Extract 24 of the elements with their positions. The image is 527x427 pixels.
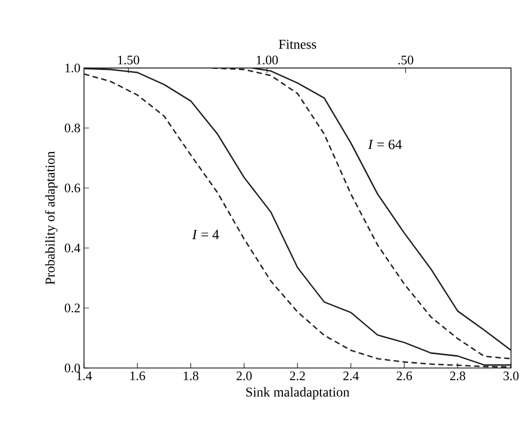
x-tick-label: 1.6: [130, 372, 146, 380]
annotation: I = 64: [368, 140, 402, 150]
x-tick-label: 1.8: [184, 372, 198, 380]
y-tick-label: 0.8: [64, 124, 80, 132]
x-tick-label: 2.4: [343, 372, 359, 380]
x-tick-label: 2.6: [396, 372, 412, 380]
y-tick-label: 0.6: [64, 184, 80, 192]
y-tick-label: 1.0: [65, 64, 80, 72]
x-tick-label: 2.8: [450, 372, 466, 380]
y-tick-label: 0.4: [64, 244, 80, 252]
annotation: I = 4: [192, 230, 219, 240]
x2-axis-title: Fitness: [278, 40, 316, 49]
x2-tick-label: 1.00: [256, 56, 278, 64]
x-tick-label: 1.4: [77, 372, 92, 380]
x-tick-label: 2.2: [290, 372, 305, 380]
x2-tick-label: .50: [398, 56, 414, 64]
y-tick-label: 0.2: [64, 304, 80, 312]
y-tick-label: 0.0: [64, 364, 80, 372]
x-tick-label: 2.0: [236, 372, 252, 380]
y-axis-title: Probability of adaptation: [45, 151, 58, 284]
x-axis-title: Sink maladaptation: [246, 387, 350, 400]
x-tick-label: 3.0: [504, 372, 519, 380]
line-series: [211, 68, 512, 360]
x2-tick-label: 1.50: [118, 56, 140, 64]
